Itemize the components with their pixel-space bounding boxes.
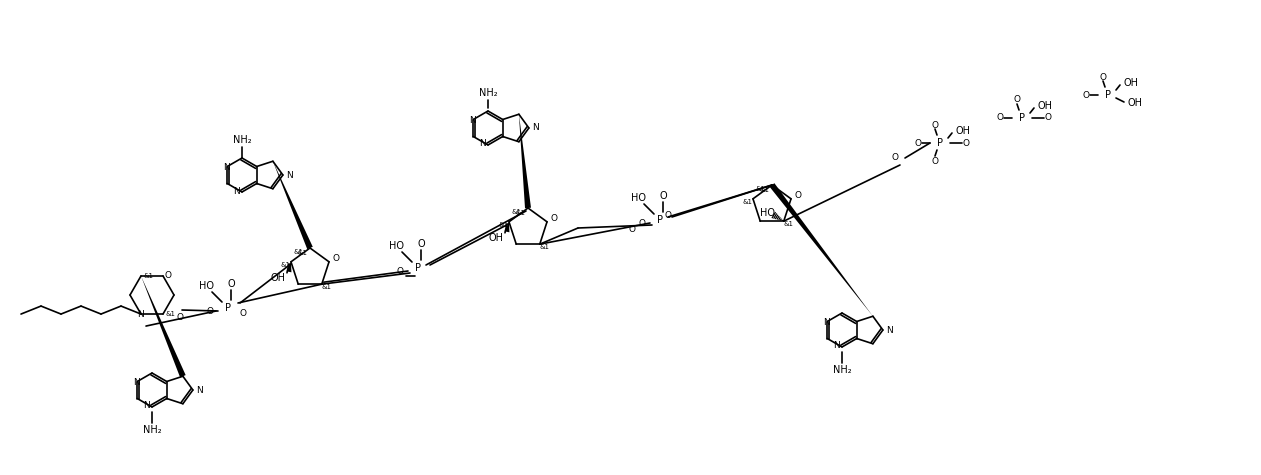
Text: P: P [1105, 90, 1111, 100]
Text: &1: &1 [511, 209, 521, 215]
Text: O: O [240, 308, 246, 317]
Text: OH: OH [956, 126, 971, 136]
Text: P: P [937, 138, 943, 148]
Text: O: O [665, 210, 672, 219]
Text: P: P [657, 215, 663, 225]
Text: NH₂: NH₂ [142, 425, 161, 435]
Text: O: O [207, 306, 213, 315]
Polygon shape [769, 183, 873, 316]
Text: OH: OH [1038, 101, 1053, 111]
Text: O: O [660, 191, 667, 201]
Text: &1: &1 [499, 222, 509, 228]
Text: O: O [177, 314, 184, 323]
Text: N: N [834, 342, 840, 351]
Text: O: O [551, 214, 557, 223]
Text: NH₂: NH₂ [479, 88, 497, 98]
Text: P: P [1019, 113, 1025, 123]
Text: &1: &1 [784, 221, 793, 227]
Text: O: O [1082, 91, 1090, 99]
Text: NH₂: NH₂ [233, 135, 251, 145]
Text: N: N [233, 187, 241, 196]
Polygon shape [141, 276, 185, 378]
Text: N: N [197, 386, 203, 395]
Text: O: O [962, 139, 970, 148]
Polygon shape [286, 262, 291, 272]
Text: N: N [132, 378, 140, 387]
Text: OH: OH [271, 273, 286, 283]
Text: O: O [164, 271, 171, 280]
Text: O: O [932, 121, 938, 130]
Text: N: N [223, 163, 230, 172]
Text: OH: OH [489, 233, 504, 243]
Text: &1: &1 [166, 311, 177, 317]
Text: &1: &1 [322, 284, 332, 290]
Text: N: N [137, 310, 144, 319]
Text: O: O [628, 226, 636, 235]
Text: N: N [532, 124, 540, 133]
Text: O: O [417, 239, 425, 249]
Text: &1: &1 [540, 244, 550, 250]
Text: N: N [479, 140, 487, 149]
Text: O: O [794, 191, 802, 200]
Text: P: P [224, 303, 231, 313]
Polygon shape [504, 222, 509, 232]
Text: HO: HO [630, 193, 646, 203]
Text: O: O [996, 114, 1004, 123]
Text: O: O [333, 254, 339, 263]
Text: &1: &1 [298, 250, 306, 256]
Text: &1: &1 [293, 249, 303, 255]
Text: P: P [415, 263, 421, 273]
Text: N: N [144, 401, 150, 410]
Text: HO: HO [198, 281, 213, 291]
Text: N: N [886, 325, 893, 334]
Text: O: O [638, 218, 646, 228]
Text: O: O [1014, 95, 1020, 104]
Text: OH: OH [1129, 98, 1142, 108]
Text: &1: &1 [759, 187, 769, 193]
Text: &1: &1 [743, 199, 753, 205]
Polygon shape [518, 114, 531, 209]
Text: N: N [286, 171, 294, 180]
Text: &1: &1 [755, 186, 765, 192]
Text: O: O [227, 279, 235, 289]
Text: O: O [932, 156, 938, 165]
Text: O: O [1100, 73, 1106, 82]
Text: &1: &1 [281, 262, 291, 268]
Text: &1: &1 [514, 210, 525, 216]
Text: O: O [1044, 114, 1052, 123]
Polygon shape [272, 161, 313, 249]
Text: N: N [823, 318, 830, 327]
Text: HO: HO [388, 241, 404, 251]
Text: NH₂: NH₂ [832, 365, 851, 375]
Text: O: O [396, 266, 404, 276]
Text: &1: &1 [144, 273, 154, 279]
Text: HO: HO [760, 208, 776, 218]
Text: OH: OH [1124, 78, 1139, 88]
Text: O: O [892, 153, 899, 162]
Text: N: N [469, 116, 475, 125]
Text: O: O [914, 139, 922, 148]
